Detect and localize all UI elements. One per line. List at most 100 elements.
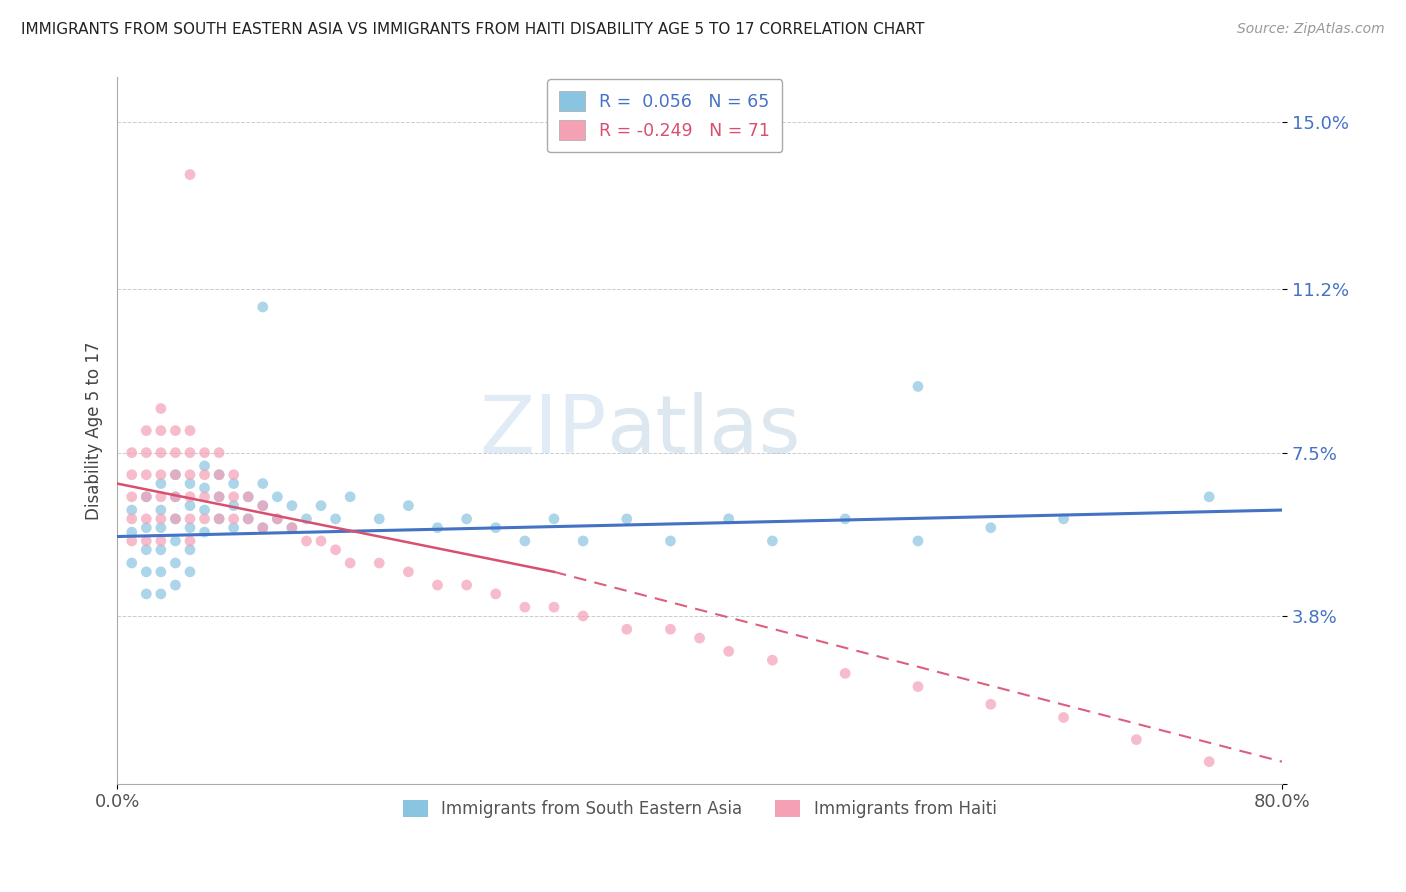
Point xyxy=(761,653,783,667)
Point xyxy=(165,512,187,526)
Point xyxy=(179,490,201,504)
Point xyxy=(456,578,478,592)
Point xyxy=(193,512,215,526)
Point xyxy=(179,168,201,182)
Point xyxy=(165,445,187,459)
Point xyxy=(238,512,260,526)
Point xyxy=(238,512,260,526)
Point xyxy=(222,499,245,513)
Point xyxy=(980,521,1002,535)
Point xyxy=(121,512,143,526)
Point xyxy=(281,499,304,513)
Point xyxy=(295,512,318,526)
Text: atlas: atlas xyxy=(606,392,801,469)
Text: ZIP: ZIP xyxy=(479,392,606,469)
Point xyxy=(179,467,201,482)
Point xyxy=(208,445,231,459)
Point xyxy=(165,533,187,548)
Point xyxy=(165,490,187,504)
Point xyxy=(1052,512,1074,526)
Point xyxy=(179,445,201,459)
Point xyxy=(179,476,201,491)
Point xyxy=(368,512,391,526)
Point xyxy=(368,556,391,570)
Point xyxy=(980,698,1002,712)
Point xyxy=(396,565,419,579)
Point xyxy=(1198,490,1220,504)
Point xyxy=(149,401,172,416)
Point xyxy=(179,512,201,526)
Point xyxy=(149,476,172,491)
Point xyxy=(121,503,143,517)
Point xyxy=(149,533,172,548)
Point xyxy=(135,565,157,579)
Point xyxy=(179,542,201,557)
Point xyxy=(485,521,508,535)
Point xyxy=(193,445,215,459)
Point xyxy=(208,467,231,482)
Point xyxy=(135,490,157,504)
Point xyxy=(165,578,187,592)
Point xyxy=(907,379,929,393)
Point xyxy=(165,467,187,482)
Point xyxy=(252,300,274,314)
Point xyxy=(456,512,478,526)
Point xyxy=(208,467,231,482)
Point xyxy=(309,499,332,513)
Point xyxy=(179,424,201,438)
Point xyxy=(834,666,856,681)
Point xyxy=(135,533,157,548)
Point xyxy=(165,556,187,570)
Point xyxy=(1198,755,1220,769)
Point xyxy=(193,458,215,473)
Point xyxy=(252,499,274,513)
Point xyxy=(121,467,143,482)
Point xyxy=(222,490,245,504)
Point xyxy=(222,476,245,491)
Point xyxy=(238,490,260,504)
Point xyxy=(165,424,187,438)
Point xyxy=(149,512,172,526)
Point xyxy=(222,521,245,535)
Point xyxy=(266,512,288,526)
Point xyxy=(717,512,740,526)
Y-axis label: Disability Age 5 to 17: Disability Age 5 to 17 xyxy=(86,342,103,520)
Point xyxy=(426,578,449,592)
Point xyxy=(135,542,157,557)
Point xyxy=(121,445,143,459)
Point xyxy=(179,499,201,513)
Point xyxy=(149,467,172,482)
Point xyxy=(252,521,274,535)
Point xyxy=(309,533,332,548)
Point xyxy=(281,521,304,535)
Point xyxy=(659,533,682,548)
Point xyxy=(135,521,157,535)
Point xyxy=(149,521,172,535)
Point xyxy=(513,533,536,548)
Point xyxy=(281,521,304,535)
Point xyxy=(193,525,215,540)
Point xyxy=(165,512,187,526)
Legend: Immigrants from South Eastern Asia, Immigrants from Haiti: Immigrants from South Eastern Asia, Immi… xyxy=(396,793,1004,825)
Point xyxy=(252,521,274,535)
Point xyxy=(339,490,361,504)
Point xyxy=(659,622,682,636)
Point xyxy=(121,525,143,540)
Point xyxy=(179,565,201,579)
Point xyxy=(1125,732,1147,747)
Point xyxy=(222,512,245,526)
Point xyxy=(208,490,231,504)
Point xyxy=(135,587,157,601)
Point xyxy=(295,533,318,548)
Point xyxy=(208,490,231,504)
Point xyxy=(543,600,565,615)
Point xyxy=(149,424,172,438)
Point xyxy=(761,533,783,548)
Point xyxy=(543,512,565,526)
Point xyxy=(325,512,347,526)
Point xyxy=(208,512,231,526)
Point xyxy=(193,481,215,495)
Point xyxy=(135,512,157,526)
Point xyxy=(222,467,245,482)
Point xyxy=(616,512,638,526)
